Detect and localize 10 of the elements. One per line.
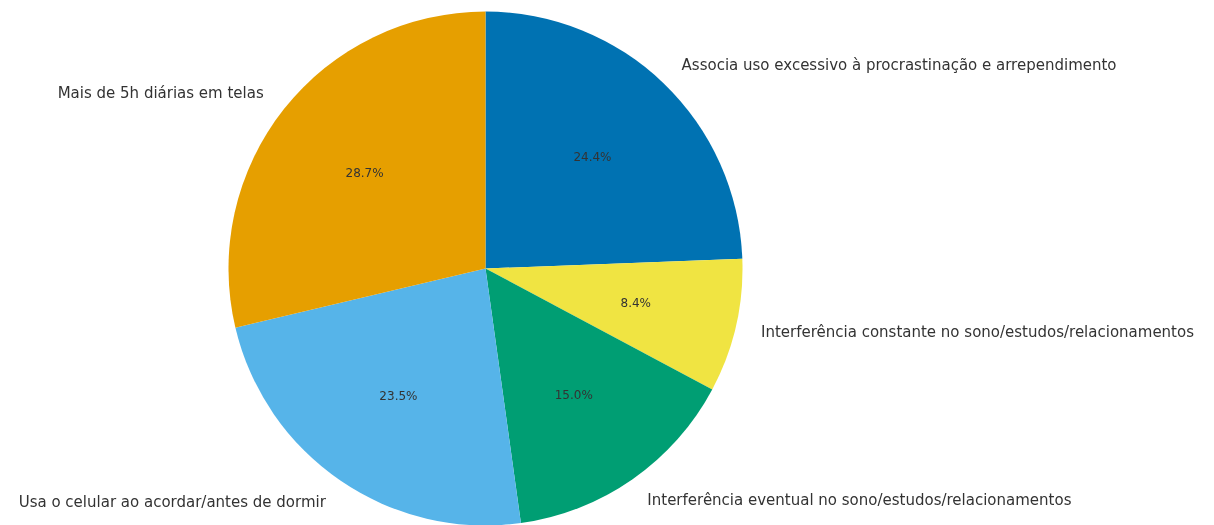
slice-label: Mais de 5h diárias em telas <box>57 84 264 103</box>
data-label: 15.0% <box>554 387 593 402</box>
slice-label: Interferência eventual no sono/estudos/relacionamentos <box>647 491 1072 510</box>
data-label: 8.4% <box>620 296 652 311</box>
data-label: 24.4% <box>573 150 612 165</box>
data-label: 28.7% <box>345 165 384 180</box>
slice-label: Usa o celular ao acordar/antes de dormir <box>18 492 327 511</box>
slice-label: Interferência constante no sono/estudos/relacionamentos <box>761 322 1195 341</box>
slice-label: Associa uso excessivo à procrastinação e arrependimento <box>681 55 1117 74</box>
data-label: 23.5% <box>379 388 418 403</box>
